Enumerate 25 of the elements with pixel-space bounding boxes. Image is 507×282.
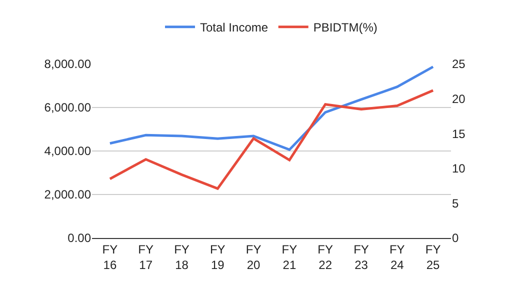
y-tick-label: 4,000.00 [44, 144, 92, 158]
legend-label: Total Income [200, 20, 268, 35]
x-tick-label: FY 21 [282, 242, 298, 272]
y2-tick-label: 15 [452, 126, 466, 141]
y-tick-label: 0.00 [68, 231, 92, 246]
line-series [108, 89, 434, 190]
x-tick-label: FY 16 [102, 242, 118, 272]
y2-tick-label: 20 [452, 92, 466, 106]
x-tick-label: FY 20 [246, 242, 262, 272]
x-tick-label: FY 24 [389, 242, 405, 272]
x-tick-label: FY 18 [174, 242, 190, 272]
x-tick-label: FY 19 [210, 242, 226, 272]
y2-tick-label: 10 [452, 162, 466, 176]
y-tick-label: 8,000.00 [44, 57, 92, 72]
x-tick-label: FY 22 [318, 242, 334, 272]
y2-tick-label: 25 [452, 57, 466, 72]
y-tick-label: 2,000.00 [44, 188, 92, 202]
x-tick-label: FY 23 [354, 242, 369, 272]
y-tick-label: 6,000.00 [44, 100, 92, 115]
y2-tick-label: 0 [452, 231, 459, 246]
x-tick-label: FY 25 [425, 242, 441, 272]
line-series [108, 66, 434, 151]
x-tick-label: FY 17 [138, 242, 154, 272]
legend-label: PBIDTM(%) [313, 20, 378, 35]
y2-tick-label: 5 [452, 196, 459, 210]
